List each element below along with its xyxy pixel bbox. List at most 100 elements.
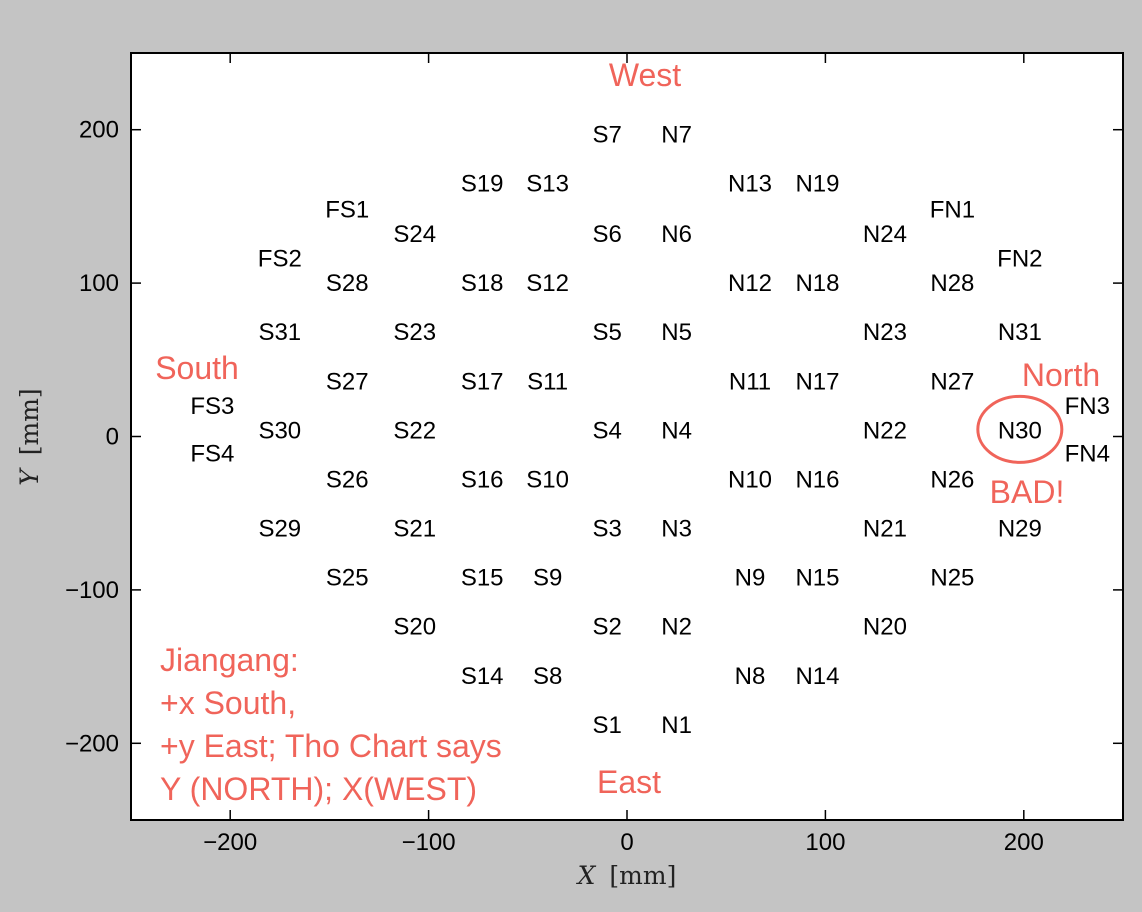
sensor-label-s24: S24 — [393, 221, 436, 248]
sensor-label-n1: N1 — [661, 712, 692, 739]
y-tick-label: −200 — [65, 730, 119, 757]
sensor-label-n21: N21 — [863, 516, 907, 543]
sensor-label-s22: S22 — [393, 417, 436, 444]
sensor-label-s15: S15 — [461, 565, 504, 592]
sensor-label-s31: S31 — [258, 319, 301, 346]
sensor-label-n17: N17 — [795, 368, 839, 395]
sensor-label-fs3: FS3 — [190, 393, 234, 420]
sensor-label-fn4: FN4 — [1065, 440, 1110, 467]
bad-sensor-circle — [976, 394, 1064, 464]
sensor-label-n6: N6 — [661, 221, 692, 248]
x-tick-label: 100 — [805, 829, 845, 856]
sensor-label-s3: S3 — [592, 516, 621, 543]
north-label: North — [1022, 357, 1100, 393]
east-label: East — [597, 764, 661, 800]
x-tick-label: 0 — [620, 829, 633, 856]
plot-area — [130, 52, 1124, 821]
sensor-label-fn3: FN3 — [1065, 393, 1110, 420]
sensor-label-s17: S17 — [461, 368, 504, 395]
sensor-label-n8: N8 — [735, 663, 766, 690]
sensor-label-s16: S16 — [461, 466, 504, 493]
sensor-label-s6: S6 — [592, 221, 621, 248]
x-tick-label: −200 — [203, 829, 257, 856]
sensor-label-n18: N18 — [795, 270, 839, 297]
sensor-label-s23: S23 — [393, 319, 436, 346]
sensor-label-n12: N12 — [728, 270, 772, 297]
x-axis-title: X [mm] — [576, 861, 677, 890]
sensor-label-fn2: FN2 — [997, 246, 1042, 273]
sensor-label-s26: S26 — [326, 466, 369, 493]
x-tick-label: −100 — [402, 829, 456, 856]
sensor-label-s9: S9 — [533, 565, 562, 592]
sensor-label-s4: S4 — [592, 417, 621, 444]
sensor-label-n31: N31 — [998, 319, 1042, 346]
sensor-label-s5: S5 — [592, 319, 621, 346]
sensor-label-s8: S8 — [533, 663, 562, 690]
sensor-label-n13: N13 — [728, 170, 772, 197]
note-line-1: Jiangang: — [160, 642, 299, 678]
sensor-label-s29: S29 — [258, 516, 301, 543]
note-line-4: Y (NORTH); X(WEST) — [160, 771, 477, 807]
bad-label: BAD! — [990, 474, 1065, 510]
sensor-label-n4: N4 — [661, 417, 692, 444]
sensor-label-s30: S30 — [258, 417, 301, 444]
sensor-label-s1: S1 — [592, 712, 621, 739]
sensor-label-n3: N3 — [661, 516, 692, 543]
sensor-label-n22: N22 — [863, 417, 907, 444]
sensor-label-s7: S7 — [592, 121, 621, 148]
sensor-label-n30: N30 — [998, 417, 1042, 444]
sensor-label-s11: S11 — [527, 368, 568, 395]
sensor-label-s10: S10 — [526, 466, 569, 493]
x-axis-unit: [mm] — [609, 861, 676, 890]
sensor-label-s19: S19 — [461, 170, 504, 197]
y-tick-label: 0 — [106, 424, 119, 451]
sensor-label-s13: S13 — [526, 170, 569, 197]
sensor-label-n5: N5 — [661, 319, 692, 346]
y-axis-var: Y — [15, 467, 44, 486]
sensor-label-s12: S12 — [526, 270, 569, 297]
axis-ticks: −200 −100 0 100 200 200 100 0 −100 −200 — [65, 53, 1123, 856]
y-tick-label: 200 — [79, 117, 119, 144]
sensor-labels: S7 N7 S19 S13 N13 N19 FS1 FN1 S24 S6 N6 N24 FS2 FN2 S2… — [190, 121, 1110, 739]
sensor-label-n23: N23 — [863, 319, 907, 346]
sensor-label-fs4: FS4 — [190, 440, 234, 467]
sensor-label-n10: N10 — [728, 466, 772, 493]
sensor-label-fs1: FS1 — [325, 196, 369, 223]
y-axis-title: Y [mm] — [15, 388, 44, 485]
sensor-label-s20: S20 — [393, 614, 436, 641]
sensor-label-fs2: FS2 — [258, 246, 302, 273]
sensor-label-n7: N7 — [661, 121, 692, 148]
sensor-label-n9: N9 — [735, 565, 766, 592]
sensor-label-n27: N27 — [930, 368, 974, 395]
note-line-2: +x South, — [160, 685, 296, 721]
sensor-label-n24: N24 — [863, 221, 907, 248]
sensor-label-s18: S18 — [461, 270, 504, 297]
sensor-label-n15: N15 — [795, 565, 839, 592]
sensor-label-n25: N25 — [930, 565, 974, 592]
y-tick-label: −100 — [65, 577, 119, 604]
sensor-label-n29: N29 — [998, 516, 1042, 543]
sensor-label-n14: N14 — [795, 663, 839, 690]
sensor-label-s27: S27 — [326, 368, 369, 395]
sensor-label-n28: N28 — [930, 270, 974, 297]
sensor-label-s2: S2 — [592, 614, 621, 641]
south-label: South — [155, 350, 239, 386]
sensor-label-s28: S28 — [326, 270, 369, 297]
y-axis-unit: [mm] — [15, 388, 44, 455]
note-line-3: +y East; Tho Chart says — [160, 728, 502, 764]
sensor-label-s25: S25 — [326, 565, 369, 592]
y-tick-label: 100 — [79, 270, 119, 297]
sensor-label-n16: N16 — [795, 466, 839, 493]
sensor-label-fn1: FN1 — [930, 196, 975, 223]
west-label: West — [609, 57, 681, 93]
sensor-label-n26: N26 — [930, 466, 974, 493]
sensor-label-n2: N2 — [661, 614, 692, 641]
sensor-label-s21: S21 — [393, 516, 436, 543]
sensor-label-n19: N19 — [795, 170, 839, 197]
sensor-label-s14: S14 — [461, 663, 504, 690]
x-tick-label: 200 — [1004, 829, 1044, 856]
x-axis-var: X — [576, 861, 597, 890]
sensor-label-n20: N20 — [863, 614, 907, 641]
